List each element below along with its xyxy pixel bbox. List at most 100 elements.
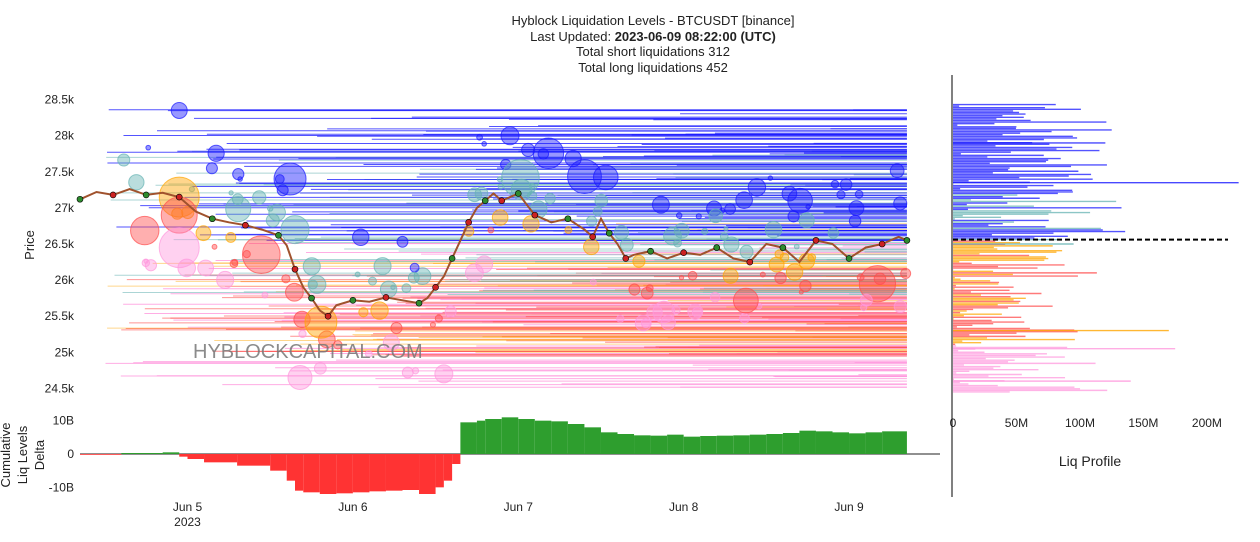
profile-tick-label: 50M	[1005, 416, 1028, 430]
delta-bar	[295, 454, 304, 491]
liq-bubble	[401, 283, 412, 294]
liq-bubble	[735, 191, 753, 210]
price-marker	[680, 249, 687, 256]
liq-bubble	[354, 271, 361, 278]
liq-bubble	[544, 192, 556, 205]
liq-bubble	[616, 314, 625, 323]
delta-bar	[849, 433, 866, 454]
watermark: HYBLOCKCAPITAL.COM	[193, 341, 423, 363]
liq-bubble	[207, 144, 225, 162]
price-marker	[175, 193, 183, 201]
delta-bar	[534, 420, 552, 454]
price-marker	[531, 211, 539, 219]
liq-bubble	[197, 259, 215, 277]
liq-bubble	[564, 149, 582, 168]
liq-bubble	[839, 178, 853, 191]
liq-bubble	[373, 257, 392, 276]
delta-bar	[369, 454, 386, 492]
liq-bubble	[216, 270, 235, 289]
price-marker	[779, 244, 787, 251]
main-axes: 24.5k 25k 25.5k 26k 26.5k 27k 27.5k 28k 28.5k Pri…	[22, 93, 864, 529]
price-tick-label: 27.5k	[45, 165, 75, 179]
delta-axis-label-line: Delta	[32, 439, 47, 470]
liq-bubble	[117, 153, 131, 167]
delta-bar	[303, 454, 320, 493]
delta-bar	[452, 454, 461, 464]
price-marker	[448, 255, 456, 262]
liq-profile-layer: 0 50M 100M 150M 200M Liq Profile	[950, 103, 1239, 469]
liq-bubble	[798, 212, 815, 229]
liq-bubble	[358, 307, 369, 318]
profile-tick-label: 0	[950, 416, 957, 430]
delta-bar	[187, 454, 205, 459]
liq-bubble	[411, 367, 420, 375]
price-axis-label: Price	[22, 230, 37, 260]
liq-bubble	[628, 283, 641, 296]
liq-bubble	[724, 203, 736, 215]
liq-bubble	[785, 263, 804, 281]
liq-bubble	[276, 184, 289, 197]
price-marker	[647, 247, 654, 255]
liq-bubble	[634, 314, 652, 332]
last-updated-label: Last Updated:	[530, 29, 615, 44]
price-marker	[812, 237, 820, 244]
liq-bubble	[889, 163, 905, 179]
delta-bar	[749, 434, 767, 454]
liq-bubble	[691, 306, 703, 318]
liq-bubble	[613, 225, 629, 241]
price-marker	[349, 296, 357, 304]
long-liquidations-total: Total long liquidations 452	[578, 60, 728, 75]
price-marker	[109, 191, 117, 199]
liq-bubble	[368, 276, 377, 286]
liq-bubble	[793, 243, 800, 250]
liq-bubble	[873, 272, 887, 286]
delta-chart-layer: 10B 0 -10B Cumulative Liq Levels Delta	[0, 414, 940, 494]
liq-bubble	[281, 274, 291, 284]
liq-bubble-large	[273, 162, 307, 196]
liq-bubble	[434, 314, 443, 323]
liq-bubble	[660, 314, 676, 331]
short-liquidations-total: Total short liquidations 312	[576, 44, 730, 59]
liq-bubble	[848, 200, 865, 217]
liq-bubble	[732, 287, 759, 314]
liq-bubble	[476, 133, 483, 141]
price-marker	[142, 191, 150, 199]
delta-bar	[584, 427, 601, 454]
liq-bubble	[268, 203, 286, 222]
liq-bubble	[195, 225, 212, 242]
liq-bubble	[401, 366, 414, 379]
delta-axis-label-line: Cumulative	[0, 422, 13, 487]
liq-bubble	[799, 279, 812, 293]
delta-bar	[634, 435, 651, 454]
liq-bubble	[805, 204, 811, 210]
price-tick-label: 25k	[55, 345, 75, 359]
delta-bar	[600, 432, 618, 454]
liq-bubble	[671, 305, 681, 315]
liq-bubble	[228, 190, 234, 196]
liq-bubble	[205, 162, 218, 175]
delta-bar	[402, 454, 420, 490]
liq-bubble	[390, 321, 403, 335]
liq-bubble	[491, 209, 509, 226]
price-tick-label: 28k	[55, 129, 75, 143]
liq-bubble	[537, 148, 550, 160]
liquidation-bubbles-layer	[117, 101, 912, 391]
price-marker	[605, 229, 613, 237]
liq-bubble	[274, 174, 285, 184]
date-tick-label: Jun 9	[834, 500, 864, 514]
liq-bubble	[854, 189, 864, 199]
liq-bubble	[632, 254, 646, 268]
delta-bar	[162, 452, 180, 454]
liq-bubble	[768, 256, 785, 273]
last-updated-value: 2023-06-09 08:22:00 (UTC)	[615, 29, 776, 44]
delta-bar	[336, 454, 353, 494]
delta-bar	[237, 454, 271, 466]
price-marker	[878, 240, 886, 248]
date-tick-label: Jun 7	[504, 500, 534, 514]
liq-bubble	[592, 164, 619, 191]
liq-bubble	[529, 182, 536, 190]
liq-bubble	[564, 226, 573, 234]
price-tick-label: 27k	[55, 201, 75, 215]
liq-bubble	[302, 257, 321, 276]
delta-bar	[799, 430, 816, 454]
